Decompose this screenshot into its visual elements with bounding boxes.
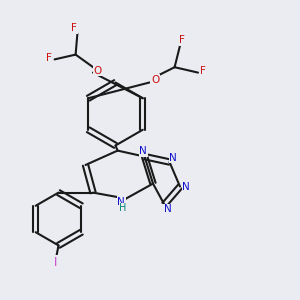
Text: H: H [119, 203, 127, 213]
Text: O: O [93, 66, 102, 76]
Text: O: O [151, 75, 159, 85]
Text: I: I [54, 256, 57, 269]
Text: F: F [200, 66, 206, 76]
Text: F: F [179, 35, 185, 45]
Text: N: N [182, 182, 190, 192]
Text: N: N [139, 146, 147, 156]
Text: N: N [169, 153, 177, 163]
Text: F: F [46, 53, 52, 63]
Text: F: F [71, 23, 77, 33]
Text: N: N [117, 196, 125, 207]
Text: N: N [164, 204, 171, 214]
